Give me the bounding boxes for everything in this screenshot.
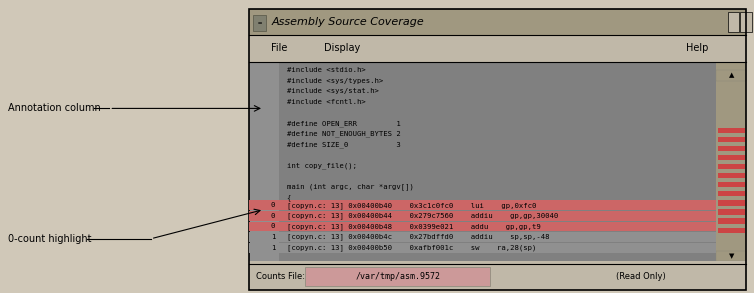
- Text: main (int argc, char *argv[]): main (int argc, char *argv[]): [287, 184, 413, 190]
- Bar: [718, 146, 745, 151]
- Text: #define OPEN_ERR         1: #define OPEN_ERR 1: [287, 120, 400, 127]
- Text: Display: Display: [324, 43, 360, 53]
- Text: #include <stdio.h>: #include <stdio.h>: [287, 67, 365, 73]
- Text: [copyn.c: 13] 0x00400b40    0x3c1c0fc0    lui    gp,0xfc0: [copyn.c: 13] 0x00400b40 0x3c1c0fc0 lui …: [287, 202, 536, 209]
- Text: 0: 0: [271, 224, 275, 229]
- Bar: [718, 164, 745, 169]
- Bar: [718, 228, 745, 233]
- Bar: [718, 155, 745, 160]
- Bar: [305, 267, 490, 286]
- Text: (Read Only): (Read Only): [616, 272, 666, 281]
- Bar: [718, 191, 745, 197]
- Text: #include <sys/stat.h>: #include <sys/stat.h>: [287, 88, 379, 94]
- Bar: [249, 9, 746, 35]
- Bar: [249, 200, 716, 210]
- Text: Help: Help: [686, 43, 709, 53]
- Text: [copyn.c: 13] 0x00400b48    0x0399e021    addu    gp,gp,t9: [copyn.c: 13] 0x00400b48 0x0399e021 addu…: [287, 223, 541, 230]
- Text: /var/tmp/asm.9572: /var/tmp/asm.9572: [355, 272, 440, 281]
- Bar: [249, 243, 716, 253]
- Text: #include <sys/types.h>: #include <sys/types.h>: [287, 78, 383, 84]
- Text: 1: 1: [271, 245, 275, 251]
- Text: ▼: ▼: [728, 253, 734, 259]
- Text: #include <fcntl.h>: #include <fcntl.h>: [287, 99, 365, 105]
- Text: 0-count highlight: 0-count highlight: [8, 234, 91, 244]
- Bar: [718, 200, 745, 206]
- Text: int copy_file();: int copy_file();: [287, 163, 357, 169]
- Bar: [718, 209, 745, 215]
- Bar: [718, 219, 745, 224]
- Text: File: File: [271, 43, 288, 53]
- Text: 0: 0: [271, 202, 275, 208]
- Bar: [249, 35, 746, 62]
- Bar: [249, 62, 716, 264]
- Bar: [740, 12, 752, 32]
- Text: =: =: [257, 20, 262, 26]
- Bar: [253, 15, 266, 31]
- Text: [copyn.c: 13] 0x00400b4c    0x27bdffd0    addiu    sp,sp,-48: [copyn.c: 13] 0x00400b4c 0x27bdffd0 addi…: [287, 234, 549, 241]
- Text: ▲: ▲: [728, 72, 734, 78]
- Bar: [718, 137, 745, 142]
- Text: #define SIZE_0           3: #define SIZE_0 3: [287, 141, 400, 148]
- Text: 1: 1: [271, 234, 275, 240]
- Text: [copyn.c: 13] 0x00400b44    0x279c7560    addiu    gp,gp,30040: [copyn.c: 13] 0x00400b44 0x279c7560 addi…: [287, 212, 558, 219]
- Bar: [716, 62, 746, 264]
- Bar: [249, 232, 716, 242]
- Bar: [728, 12, 739, 32]
- Bar: [249, 261, 746, 290]
- Bar: [716, 251, 746, 261]
- Bar: [249, 211, 716, 221]
- Bar: [249, 9, 746, 290]
- Text: #define NOT_ENOUGH_BYTES 2: #define NOT_ENOUGH_BYTES 2: [287, 131, 400, 137]
- Bar: [249, 62, 279, 264]
- Bar: [718, 173, 745, 178]
- Bar: [716, 70, 746, 81]
- Bar: [249, 222, 716, 231]
- Bar: [718, 182, 745, 188]
- Text: Counts File:: Counts File:: [256, 272, 305, 281]
- Text: Assembly Source Coverage: Assembly Source Coverage: [271, 17, 425, 27]
- Text: {: {: [287, 194, 291, 201]
- Text: Annotation column: Annotation column: [8, 103, 100, 113]
- Bar: [718, 128, 745, 133]
- Text: [copyn.c: 13] 0x00400b50    0xafbf001c    sw    ra,28(sp): [copyn.c: 13] 0x00400b50 0xafbf001c sw r…: [287, 244, 536, 251]
- Text: 0: 0: [271, 213, 275, 219]
